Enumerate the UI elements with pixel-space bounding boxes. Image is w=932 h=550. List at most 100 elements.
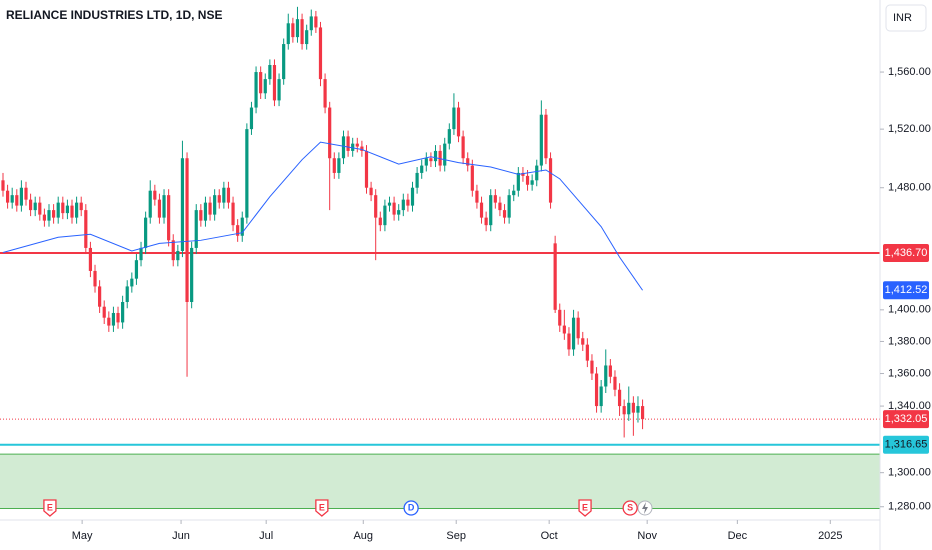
candle-body bbox=[52, 210, 56, 218]
candle-body bbox=[590, 360, 594, 374]
candle-body bbox=[231, 202, 235, 226]
candle-body bbox=[236, 225, 240, 236]
candle-body bbox=[144, 217, 148, 248]
candle-body bbox=[332, 158, 336, 173]
candle-body bbox=[295, 19, 300, 38]
candle-body bbox=[452, 107, 456, 130]
price-label: 1,332.05 bbox=[885, 413, 928, 425]
candle-body bbox=[461, 136, 465, 159]
candle-body bbox=[153, 190, 157, 200]
candle-body bbox=[24, 187, 28, 200]
candle-body bbox=[157, 199, 162, 218]
x-tick-label: Jun bbox=[172, 530, 190, 542]
y-tick-label: 1,560.00 bbox=[888, 66, 931, 78]
candle-body bbox=[571, 317, 576, 350]
candle-body bbox=[406, 199, 410, 206]
candle-body bbox=[530, 180, 534, 185]
price-label-bg bbox=[883, 243, 929, 262]
candle-body bbox=[493, 195, 497, 203]
candle-body bbox=[167, 195, 171, 241]
candle-body bbox=[5, 190, 10, 203]
candle-body bbox=[512, 190, 516, 196]
candle-body bbox=[466, 158, 470, 166]
candle-body bbox=[470, 165, 474, 191]
candle-body bbox=[484, 217, 488, 226]
candle-body bbox=[217, 195, 221, 203]
y-tick-label: 1,360.00 bbox=[888, 367, 931, 379]
y-tick-label: 1,280.00 bbox=[888, 501, 931, 513]
x-tick-label: May bbox=[72, 530, 93, 542]
candle-body bbox=[581, 338, 585, 345]
candle-body bbox=[185, 158, 189, 302]
candle-body bbox=[79, 202, 83, 211]
candle-body bbox=[475, 190, 479, 203]
currency-box[interactable] bbox=[885, 4, 927, 32]
candle-body bbox=[194, 210, 198, 248]
event-label: E bbox=[47, 502, 53, 512]
candle-body bbox=[1, 180, 5, 191]
price-label: 1,436.70 bbox=[885, 247, 928, 259]
candle-body bbox=[378, 217, 382, 226]
event-marker bbox=[403, 500, 419, 516]
moving-average bbox=[2, 141, 643, 291]
candle-body bbox=[300, 19, 304, 45]
x-tick-label: Dec bbox=[728, 530, 748, 542]
candle-body bbox=[539, 114, 543, 166]
zone bbox=[0, 454, 880, 509]
event-label: D bbox=[408, 502, 415, 512]
candle-body bbox=[190, 247, 194, 302]
replay-icon[interactable] bbox=[637, 500, 653, 516]
candle-body bbox=[121, 301, 125, 323]
candle-body bbox=[613, 376, 617, 390]
candle-body bbox=[341, 136, 346, 159]
candle-body bbox=[309, 16, 313, 31]
candle-body bbox=[148, 190, 152, 218]
y-tick-label: 1,340.00 bbox=[888, 400, 931, 412]
candle-body bbox=[171, 240, 175, 261]
candle-body bbox=[397, 210, 401, 215]
candle-body bbox=[516, 172, 520, 191]
candle-body bbox=[286, 23, 290, 45]
candle-body bbox=[88, 247, 93, 271]
candle-body bbox=[208, 202, 212, 215]
candle-body bbox=[180, 158, 185, 251]
y-tick-label: 1,520.00 bbox=[888, 123, 931, 135]
currency[interactable]: INR bbox=[893, 12, 912, 24]
candle-body bbox=[410, 187, 415, 206]
x-tick-label: 2025 bbox=[818, 530, 842, 542]
candle-body bbox=[599, 386, 603, 407]
y-tick-label: 1,380.00 bbox=[888, 335, 931, 347]
candle-body bbox=[447, 129, 451, 144]
candle-body bbox=[627, 402, 631, 415]
candle-body bbox=[291, 23, 295, 38]
event-marker bbox=[315, 499, 329, 517]
candle-body bbox=[249, 107, 254, 130]
candle-body bbox=[502, 210, 507, 218]
candle-body bbox=[401, 199, 405, 211]
candle-body bbox=[576, 317, 580, 339]
candle-body bbox=[360, 146, 364, 151]
event-marker bbox=[43, 499, 57, 517]
candle-body bbox=[622, 406, 626, 415]
event-label: E bbox=[582, 502, 588, 512]
candle-body bbox=[84, 210, 88, 248]
candle-body bbox=[213, 195, 217, 215]
candle-body bbox=[328, 107, 332, 159]
candle-body bbox=[323, 79, 327, 108]
candle-body bbox=[636, 406, 640, 413]
y-tick-label: 1,300.00 bbox=[888, 467, 931, 479]
x-tick-label: Oct bbox=[541, 530, 558, 542]
candle-body bbox=[199, 210, 203, 221]
candle-body bbox=[429, 158, 433, 162]
candle-body bbox=[125, 286, 129, 302]
candle-body bbox=[369, 187, 373, 196]
candle-body bbox=[521, 172, 525, 176]
candle-body bbox=[346, 136, 350, 151]
event-marker bbox=[578, 499, 592, 517]
candle-body bbox=[134, 260, 139, 279]
candle-body bbox=[282, 44, 286, 80]
candle-body bbox=[116, 312, 120, 323]
price-label-bg bbox=[883, 435, 929, 454]
candle-body bbox=[337, 158, 341, 173]
